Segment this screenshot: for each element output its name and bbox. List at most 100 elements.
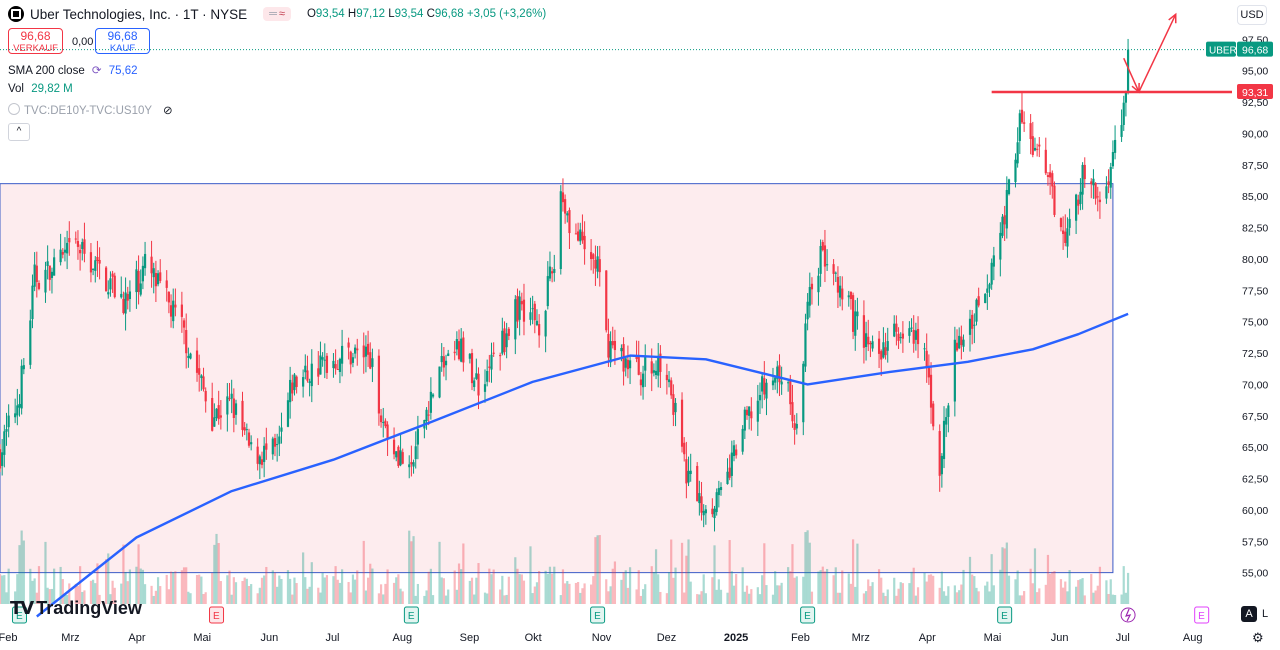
volume-bar (644, 584, 647, 604)
earnings-marker[interactable] (209, 606, 225, 624)
candle-body (341, 345, 344, 364)
candle-body (278, 436, 281, 444)
earnings-marker[interactable] (800, 606, 816, 624)
candle-body (488, 366, 491, 368)
volume-bar (1068, 570, 1071, 604)
range-rectangle[interactable] (0, 183, 1114, 574)
symbol-title[interactable]: Uber Technologies, Inc. · 1T · NYSE (30, 6, 248, 22)
eye-off-icon[interactable]: ⊘ (163, 105, 173, 117)
volume-bar (276, 586, 279, 604)
circle-icon (8, 103, 20, 115)
buy-button[interactable]: 96,68 KAUF (95, 28, 150, 54)
candle-body (581, 231, 584, 241)
symbol-tag-label: UBER (1209, 46, 1237, 57)
volume-bar (594, 537, 597, 604)
volume-bar (728, 540, 731, 604)
time-tick-label: Mai (193, 632, 211, 644)
volume-bar (942, 591, 946, 604)
volume-bar (538, 570, 541, 604)
earnings-marker[interactable] (403, 606, 419, 624)
volume-bar (61, 579, 64, 604)
volume-bar (1018, 595, 1021, 604)
volume-bar (505, 594, 508, 604)
compare-mode-badge[interactable]: ═ ≈ (263, 7, 291, 21)
candle-body (486, 370, 489, 382)
volume-bar (444, 595, 448, 604)
volume-bar (1001, 547, 1004, 604)
candle-body (529, 312, 532, 320)
volume-bar (499, 589, 502, 604)
sma-legend[interactable]: SMA 200 close ⟳ 75,62 (8, 65, 138, 77)
candle-body (232, 398, 235, 418)
candle-body (156, 273, 160, 285)
volume-bar (165, 574, 168, 604)
earnings-marker[interactable] (11, 606, 27, 624)
candle-body (371, 358, 374, 367)
earnings-marker[interactable] (590, 606, 606, 624)
volume-bar (302, 552, 305, 604)
compare-legend[interactable]: TVC:DE10Y-TVC:US10Y ⊘ (8, 103, 173, 117)
volume-bar (546, 573, 549, 604)
log-scale-button[interactable]: L (1262, 608, 1269, 620)
time-tick-label: Jun (260, 632, 278, 644)
candle-body (215, 408, 218, 419)
candle-body (321, 357, 324, 360)
candle-body (336, 368, 339, 370)
scenario-arrow[interactable] (1138, 13, 1177, 93)
volume-bar (353, 579, 357, 604)
candle-body (804, 323, 807, 367)
candle-body (895, 323, 898, 332)
volume-bar (230, 594, 233, 604)
earnings-marker[interactable] (1194, 606, 1210, 624)
volume-bar (198, 574, 201, 604)
time-tick-label: Apr (128, 632, 145, 644)
volume-bar (774, 571, 777, 604)
candle-body (334, 364, 337, 369)
scenario-arrow[interactable] (1123, 57, 1140, 93)
volume-bar (111, 580, 114, 604)
candle-body (364, 346, 368, 357)
candlesticks (0, 38, 1130, 532)
currency-button[interactable]: USD (1237, 5, 1267, 25)
candle-body (92, 268, 95, 270)
volume-bar (791, 544, 794, 604)
candle-body (577, 231, 580, 241)
candle-body (438, 366, 441, 398)
candle-body (793, 423, 796, 430)
candle-body (735, 449, 738, 456)
candle-body (317, 368, 320, 377)
sell-button[interactable]: 96,68 VERKAUF (8, 28, 63, 54)
candle-body (33, 264, 36, 287)
candle-body (732, 445, 736, 457)
candle-body (5, 429, 8, 432)
candle-body (1090, 181, 1093, 185)
auto-scale-button[interactable]: A (1241, 606, 1257, 622)
candle-body (884, 347, 887, 356)
volume-bar (683, 592, 686, 604)
earnings-marker[interactable] (997, 606, 1013, 624)
collapse-legend-button[interactable]: ^ (8, 123, 30, 141)
annotations (0, 12, 1232, 94)
volume-bar (1046, 554, 1050, 604)
candle-body (189, 353, 192, 359)
candle-body (702, 510, 705, 516)
candle-body (1005, 190, 1008, 229)
candle-body (429, 391, 432, 413)
volume-bar (29, 568, 32, 604)
volume-bar (1090, 573, 1093, 604)
gear-icon[interactable]: ⚙ (1252, 630, 1264, 645)
volume-legend[interactable]: Vol 29,82 M (8, 83, 73, 95)
time-tick-label: Aug (393, 632, 413, 644)
sma-200-polyline[interactable] (36, 312, 1129, 618)
volume-bar (226, 575, 229, 604)
candle-body (113, 275, 116, 298)
refresh-icon[interactable]: ⟳ (91, 65, 102, 77)
volume-bar (180, 570, 183, 604)
volume-bar (66, 594, 69, 604)
candle-body (107, 292, 110, 295)
volume-bar (687, 539, 690, 604)
candle-body (68, 237, 71, 243)
volume-bar (1094, 590, 1097, 604)
volume-bar (293, 577, 296, 604)
